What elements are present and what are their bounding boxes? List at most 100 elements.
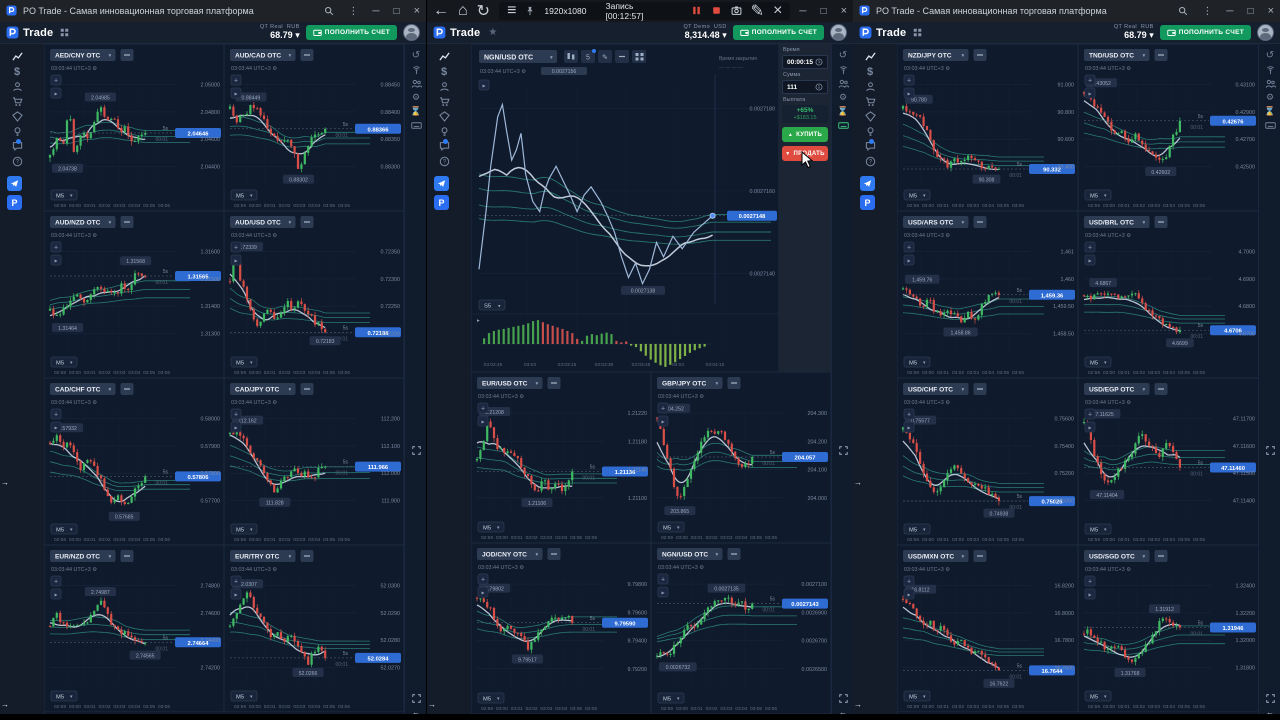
settings-gear-icon[interactable]: ⚙ <box>1265 91 1275 102</box>
vip-icon[interactable] <box>9 110 25 123</box>
search-icon[interactable] <box>324 6 334 17</box>
chart-cell-cad-chf-otc[interactable]: 5s 00:01 0.57806 0.58000 0.57900 0.57800 0.577… <box>44 378 224 545</box>
chart-expand-button[interactable]: ▸ <box>657 415 669 427</box>
collapse-chart-button[interactable] <box>973 49 987 61</box>
timeframe-selector[interactable]: M5 ▾ <box>50 356 78 368</box>
chart-settings-button[interactable]: + <box>657 573 669 585</box>
chart-cell-aud-cad-otc[interactable]: 5s 00:01 0.88366 0.88450 0.88400 0.88350 0.883… <box>224 44 404 211</box>
market-icon[interactable] <box>9 95 25 108</box>
chart-cell-jod-cny-otc[interactable]: 5s 00:01 9.79590 9.79800 9.79600 9.79400 9.792… <box>471 543 651 714</box>
timeframe-selector[interactable]: M5 ▾ <box>657 692 685 704</box>
avatar[interactable] <box>1257 24 1274 41</box>
mini-chart-canvas[interactable]: 5s 00:01 111.966 112.200 112.100 112.000 111.9… <box>224 378 404 545</box>
chart-expand-button[interactable]: ▸ <box>230 421 242 433</box>
chart-settings-button[interactable]: + <box>477 402 489 414</box>
pair-selector[interactable]: AUD/CAD OTC ▾ <box>230 49 296 61</box>
menu-dots-icon[interactable]: ⋮ <box>348 5 359 17</box>
collapse-chart-button[interactable] <box>547 377 561 389</box>
pair-selector[interactable]: EUR/NZD OTC ▾ <box>50 550 116 562</box>
timeframe-selector[interactable]: M5 ▾ <box>1084 523 1112 535</box>
chart-icon[interactable] <box>862 50 878 63</box>
draw-pencil-icon[interactable]: ✎ <box>598 50 612 63</box>
chart-settings-button[interactable]: + <box>1084 575 1096 587</box>
chat-icon[interactable] <box>9 139 25 153</box>
history-icon[interactable]: ↺ <box>1265 49 1275 61</box>
profile-icon[interactable] <box>436 80 452 93</box>
refresh-icon[interactable]: ↻ <box>476 3 491 20</box>
balance-dropdown[interactable]: QT Real RUB 68.79 ▾ <box>1113 23 1154 41</box>
chart-expand-button[interactable]: ▸ <box>1084 588 1096 600</box>
collapse-chart-button[interactable] <box>120 216 134 228</box>
chart-cell-eur-try-otc[interactable]: 5s 00:01 52.0284 52.0300 52.0290 52.0280 52.02… <box>224 545 404 712</box>
timeframe-selector[interactable]: M5 ▾ <box>230 189 258 201</box>
chart-expand-button[interactable]: ▸ <box>50 87 62 99</box>
pair-selector[interactable]: USD/SGD OTC ▾ <box>1084 550 1150 562</box>
deposit-button[interactable]: ПОПОЛНИТЬ СЧЕТ <box>305 25 397 40</box>
chart-expand-button[interactable]: ▸ <box>230 254 242 266</box>
ideas-icon[interactable] <box>9 125 25 138</box>
chart-expand-button[interactable]: ▸ <box>903 421 915 433</box>
signals-icon[interactable] <box>836 63 850 75</box>
timeframe-selector[interactable]: M5 ▾ <box>50 690 78 702</box>
collapse-chart-button[interactable] <box>300 49 314 61</box>
main-chart[interactable]: 0.0027180 0.0027160 0.0027140 0.0027148 0.00… <box>471 44 779 372</box>
buy-button[interactable]: ▲ КУПИТЬ <box>782 127 828 142</box>
chart-cell-usd-sgd-otc[interactable]: 5s 00:01 1.31946 1.32400 1.32200 1.32000 1.318… <box>1078 545 1259 712</box>
scroll-left-icon[interactable]: → <box>854 478 862 487</box>
hotkeys-keyboard-icon[interactable] <box>409 119 423 131</box>
pending-hourglass-icon[interactable]: ⌛ <box>410 105 422 116</box>
pending-hourglass-icon[interactable]: ⌛ <box>837 105 849 116</box>
mini-chart-canvas[interactable]: 5s 00:01 0.72188 0.72350 0.72300 0.72250 0.722… <box>224 211 404 378</box>
mini-chart-canvas[interactable]: 5s 00:01 4.6706 4.7000 4.6900 4.6800 4.6700 4.6… <box>1078 211 1259 378</box>
expand-icon[interactable] <box>1263 692 1277 704</box>
apps-grid-icon[interactable] <box>60 24 69 42</box>
chart-expand-button[interactable]: ▸ <box>657 586 669 598</box>
timeframe-selector[interactable]: M5 ▾ <box>1084 189 1112 201</box>
social-icon[interactable] <box>409 77 423 89</box>
chart-type-icon[interactable] <box>564 50 578 63</box>
chart-expand-button[interactable]: ▸ <box>478 79 490 91</box>
pause-icon[interactable] <box>691 2 702 20</box>
collapse-chart-button[interactable] <box>1154 216 1168 228</box>
minimize-button[interactable]: ─ <box>799 5 807 17</box>
pair-selector[interactable]: JOD/CNY OTC ▾ <box>477 548 543 560</box>
chart-settings-button[interactable]: + <box>903 74 915 86</box>
collapse-chart-button[interactable] <box>300 383 314 395</box>
mini-chart-canvas[interactable]: 5s 00:01 90.332 91.000 90.800 90.600 90.400 90.… <box>897 44 1078 211</box>
timeframe-selector[interactable]: M5 ▾ <box>230 523 258 535</box>
chart-expand-button[interactable]: ▸ <box>903 254 915 266</box>
timeframe-selector[interactable]: M5 ▾ <box>903 356 931 368</box>
profile-icon[interactable] <box>9 80 25 93</box>
scroll-right-icon[interactable]: ← <box>412 707 420 715</box>
amount-field[interactable]: 111 <box>782 80 828 94</box>
profile-icon[interactable] <box>862 80 878 93</box>
camera-icon[interactable] <box>731 2 742 20</box>
dollar-icon[interactable]: $ <box>440 65 448 78</box>
social-icon[interactable] <box>836 77 850 89</box>
pair-selector[interactable]: USD/CHF OTC ▾ <box>903 383 969 395</box>
chart-expand-button[interactable]: ▸ <box>230 87 242 99</box>
pending-hourglass-icon[interactable]: ⌛ <box>1264 105 1276 116</box>
chart-settings-button[interactable]: + <box>1084 74 1096 86</box>
minimize-button[interactable]: ─ <box>1226 5 1234 17</box>
mini-chart-canvas[interactable]: 5s 00:01 1,459.36 1,461 1,460 1,459.50 1,458.5… <box>897 211 1078 378</box>
chart-cell-tnd-usd-otc[interactable]: 5s 00:01 0.42676 0.43100 0.42900 0.42700 0.425… <box>1078 44 1259 211</box>
mini-chart-canvas[interactable]: 5s 00:01 2.74664 2.74800 2.74600 2.74400 2.742… <box>44 545 224 712</box>
telegram-button[interactable] <box>860 176 875 191</box>
close-button[interactable]: × <box>840 5 847 17</box>
chat-icon[interactable] <box>862 139 878 153</box>
maximize-button[interactable]: □ <box>393 5 400 17</box>
chart-settings-button[interactable]: + <box>1084 241 1096 253</box>
chart-expand-button[interactable]: ▸ <box>477 415 489 427</box>
expand-icon[interactable] <box>409 444 423 456</box>
timeframe-selector[interactable]: M5 ▾ <box>657 521 685 533</box>
pin-icon[interactable] <box>525 2 535 20</box>
chart-expand-button[interactable]: ▸ <box>903 87 915 99</box>
history-icon[interactable]: ↺ <box>411 49 421 61</box>
collapse-chart-button[interactable] <box>300 216 314 228</box>
pair-selector[interactable]: NGN/USD OTC ▾ <box>657 548 723 560</box>
collapse-chart-button[interactable] <box>973 216 987 228</box>
settings-gear-icon[interactable]: ⚙ <box>411 91 421 102</box>
timeframe-selector[interactable]: M5 ▾ <box>50 189 78 201</box>
pair-selector[interactable]: AUD/NZD OTC ▾ <box>50 216 116 228</box>
